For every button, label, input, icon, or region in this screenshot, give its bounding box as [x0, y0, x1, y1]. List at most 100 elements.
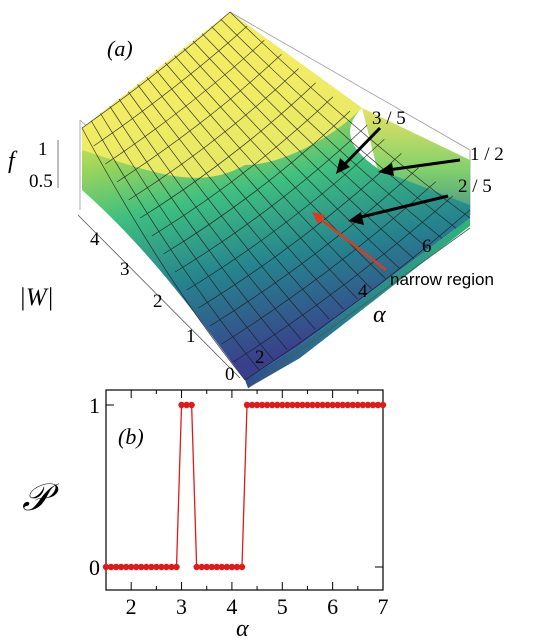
arrow-narrow-region — [312, 212, 387, 271]
data-point — [309, 401, 316, 409]
panel-a-surface-plot: (a) f 1 0.5 |W| 4 3 2 1 0 2 4 6 α 3 — [8, 11, 504, 389]
panel-a-annotations: 3 / 5 1 / 2 2 / 5 narrow region — [312, 108, 504, 289]
w-tick-0: 0 — [225, 364, 235, 385]
data-point — [203, 563, 210, 571]
mesh-line — [127, 91, 316, 330]
panel-a-mesh — [81, 11, 471, 381]
z-tick-0.5: 0.5 — [29, 171, 53, 192]
data-point — [269, 401, 276, 409]
data-point — [133, 563, 140, 571]
data-point — [294, 401, 301, 409]
data-point — [168, 563, 175, 571]
data-point — [329, 401, 336, 409]
mesh-line — [151, 96, 334, 237]
data-point — [354, 401, 362, 409]
mesh-line — [174, 124, 368, 273]
series-P — [102, 401, 387, 571]
mesh-line — [105, 40, 265, 165]
mesh-line — [137, 84, 330, 320]
series-line — [106, 404, 383, 568]
data-point — [334, 401, 341, 409]
mesh-line — [81, 11, 231, 129]
panel-a-alpha-axis: 2 4 6 α — [247, 227, 471, 389]
panel-b-x-axis-label: α — [236, 616, 249, 641]
data-point — [117, 563, 125, 571]
data-point — [324, 401, 331, 409]
mesh-line — [163, 110, 351, 255]
data-point — [284, 401, 291, 409]
panel-b-line-chart: (b) 𝒫 α 2 3 4 5 6 7 0 1 — [22, 389, 389, 641]
data-point — [178, 401, 185, 409]
panel-a-z-axis: f 1 0.5 — [8, 139, 59, 192]
mesh-line — [81, 127, 246, 381]
data-point — [218, 563, 226, 571]
x-tick-label: 3 — [176, 594, 187, 619]
data-point — [339, 401, 346, 409]
panel-a-surface — [81, 11, 471, 388]
data-point — [153, 563, 160, 571]
annotation-2-5: 2 / 5 — [458, 176, 492, 197]
data-point — [173, 563, 180, 571]
mesh-line — [140, 82, 316, 219]
annotation-1-2: 1 / 2 — [470, 144, 504, 165]
data-point — [279, 401, 286, 409]
mesh-line — [209, 167, 419, 327]
panel-a-label: (a) — [107, 36, 133, 61]
mesh-line — [116, 54, 282, 183]
alpha-tick-2: 2 — [255, 347, 265, 368]
z-tick-1: 1 — [38, 139, 48, 160]
data-point — [233, 563, 241, 571]
data-point — [374, 401, 382, 409]
mesh-line — [244, 209, 471, 381]
data-point — [223, 563, 231, 571]
mesh-line — [155, 69, 358, 300]
data-point — [127, 563, 135, 571]
mesh-line — [220, 19, 457, 229]
data-point — [122, 563, 130, 571]
mesh-line — [109, 106, 288, 350]
data-point — [102, 563, 110, 571]
w-axis-label: |W| — [19, 284, 54, 311]
mesh-line — [201, 33, 429, 249]
x-tick-label: 4 — [226, 594, 237, 619]
mesh-line — [118, 98, 302, 340]
data-point — [143, 563, 150, 571]
data-point — [314, 401, 321, 409]
panel-b-label: (b) — [118, 424, 144, 449]
data-point — [112, 563, 120, 571]
data-point — [248, 401, 256, 409]
data-point — [364, 401, 372, 409]
x-tick-label: 6 — [327, 594, 338, 619]
data-point — [213, 563, 220, 571]
data-point — [359, 401, 367, 409]
mesh-line — [100, 113, 274, 360]
data-point — [198, 563, 205, 571]
data-point — [289, 401, 296, 409]
data-point — [243, 401, 251, 409]
mesh-line — [229, 11, 471, 219]
data-point — [228, 563, 236, 571]
panel-a-w-axis: |W| 4 3 2 1 0 — [19, 214, 241, 385]
w-tick-4: 4 — [90, 229, 100, 250]
data-point — [158, 563, 165, 571]
data-point — [349, 401, 356, 409]
data-point — [369, 401, 377, 409]
w-tick-2: 2 — [153, 291, 163, 312]
data-point — [188, 401, 195, 409]
y-tick-label: 1 — [89, 393, 100, 418]
w-tick-1: 1 — [186, 326, 196, 347]
data-point — [258, 401, 266, 409]
arrow-1-2 — [378, 158, 461, 176]
x-tick-label: 5 — [277, 594, 288, 619]
mesh-line — [233, 195, 454, 363]
mesh-line — [198, 153, 402, 309]
arrow-3-5 — [336, 126, 382, 174]
panel-b-frame — [105, 389, 384, 591]
alpha-tick-4: 4 — [358, 281, 368, 302]
data-point — [193, 563, 200, 571]
alpha-tick-6: 6 — [422, 236, 432, 257]
w-tick-3: 3 — [120, 259, 130, 280]
data-point — [208, 563, 215, 571]
data-point — [253, 401, 261, 409]
